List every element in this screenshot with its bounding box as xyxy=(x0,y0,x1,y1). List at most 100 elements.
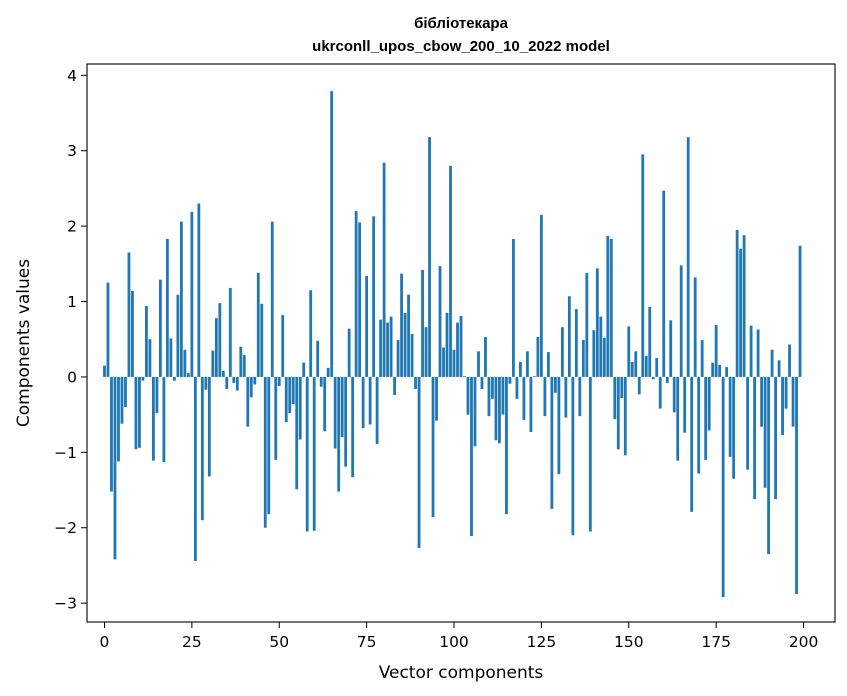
bar xyxy=(124,376,127,408)
bar xyxy=(606,235,610,377)
bar xyxy=(117,376,120,462)
bar xyxy=(735,229,739,377)
bar xyxy=(131,290,134,377)
bar xyxy=(340,376,344,438)
bar xyxy=(683,376,687,433)
bar xyxy=(228,287,232,377)
bar xyxy=(386,322,389,377)
bar xyxy=(501,376,505,415)
bar xyxy=(365,275,369,377)
bar xyxy=(197,203,201,377)
bar xyxy=(595,268,599,377)
bar xyxy=(637,376,641,395)
bar xyxy=(728,376,732,457)
bar xyxy=(354,211,358,377)
bar xyxy=(204,376,208,390)
bar xyxy=(239,346,243,377)
bar xyxy=(253,376,257,385)
bar xyxy=(546,352,550,377)
bar xyxy=(358,222,362,377)
bar xyxy=(141,376,145,381)
y-tick-label: −3 xyxy=(54,595,77,613)
bar xyxy=(193,376,197,561)
bar xyxy=(225,376,229,389)
bar-series xyxy=(103,91,802,598)
bar xyxy=(494,376,498,441)
bar xyxy=(798,245,802,377)
bar xyxy=(704,376,708,460)
bar xyxy=(179,221,183,377)
bar xyxy=(211,350,215,377)
bar xyxy=(473,376,477,447)
bar xyxy=(791,376,795,427)
bar xyxy=(714,324,718,377)
bar xyxy=(333,376,337,449)
bar xyxy=(522,376,526,420)
bar xyxy=(242,355,246,377)
bar xyxy=(347,328,351,377)
y-tick-label: 4 xyxy=(67,67,77,85)
bar xyxy=(484,336,487,377)
bar xyxy=(403,312,407,377)
bar xyxy=(456,322,459,377)
bar xyxy=(159,279,162,377)
bar xyxy=(777,360,781,377)
x-tick-label: 150 xyxy=(614,633,644,651)
bar xyxy=(564,376,568,418)
bar xyxy=(200,376,204,521)
bar xyxy=(421,269,424,377)
bar xyxy=(449,165,452,377)
bar xyxy=(298,376,302,440)
bar xyxy=(613,376,617,420)
bar xyxy=(106,282,110,377)
bar xyxy=(627,326,631,377)
bar xyxy=(616,376,620,450)
bar xyxy=(382,162,386,377)
bar xyxy=(368,376,372,425)
bar xyxy=(648,306,652,377)
bar xyxy=(274,376,278,460)
bar xyxy=(344,376,348,467)
bar xyxy=(323,376,327,432)
chart-title-line2: ukrconll_upos_cbow_200_10_2022 model xyxy=(312,38,610,55)
bar xyxy=(718,364,722,377)
bar xyxy=(487,376,491,417)
bar xyxy=(571,376,575,536)
bar xyxy=(235,376,239,391)
bar xyxy=(459,315,463,377)
bar xyxy=(172,376,176,381)
bar xyxy=(207,376,211,477)
bar xyxy=(634,351,638,377)
bar xyxy=(270,221,274,377)
bar xyxy=(477,351,480,377)
bar xyxy=(732,376,736,479)
bar xyxy=(567,296,571,377)
bar xyxy=(721,376,725,598)
bar xyxy=(263,376,267,528)
bar xyxy=(256,272,260,377)
bar xyxy=(529,376,533,432)
bar xyxy=(707,376,711,431)
bar xyxy=(746,376,750,470)
bar xyxy=(120,376,124,424)
bar xyxy=(543,376,547,417)
bar xyxy=(291,376,295,405)
bar xyxy=(466,376,470,415)
bar xyxy=(326,367,330,377)
bar xyxy=(312,376,316,531)
bar xyxy=(330,91,334,377)
bar xyxy=(697,376,701,474)
bar xyxy=(753,376,757,500)
x-tick-label: 75 xyxy=(357,633,377,651)
bar xyxy=(389,316,393,377)
bar xyxy=(148,339,152,377)
bar xyxy=(609,238,613,377)
bar xyxy=(742,235,746,377)
x-tick-label: 0 xyxy=(100,633,110,651)
x-tick-label: 175 xyxy=(701,633,731,651)
bar xyxy=(305,376,309,532)
x-axis-label: Vector components xyxy=(379,663,544,683)
bar xyxy=(763,376,767,488)
chart-title-line1: бібліотекара xyxy=(414,15,509,32)
bar xyxy=(470,376,473,537)
